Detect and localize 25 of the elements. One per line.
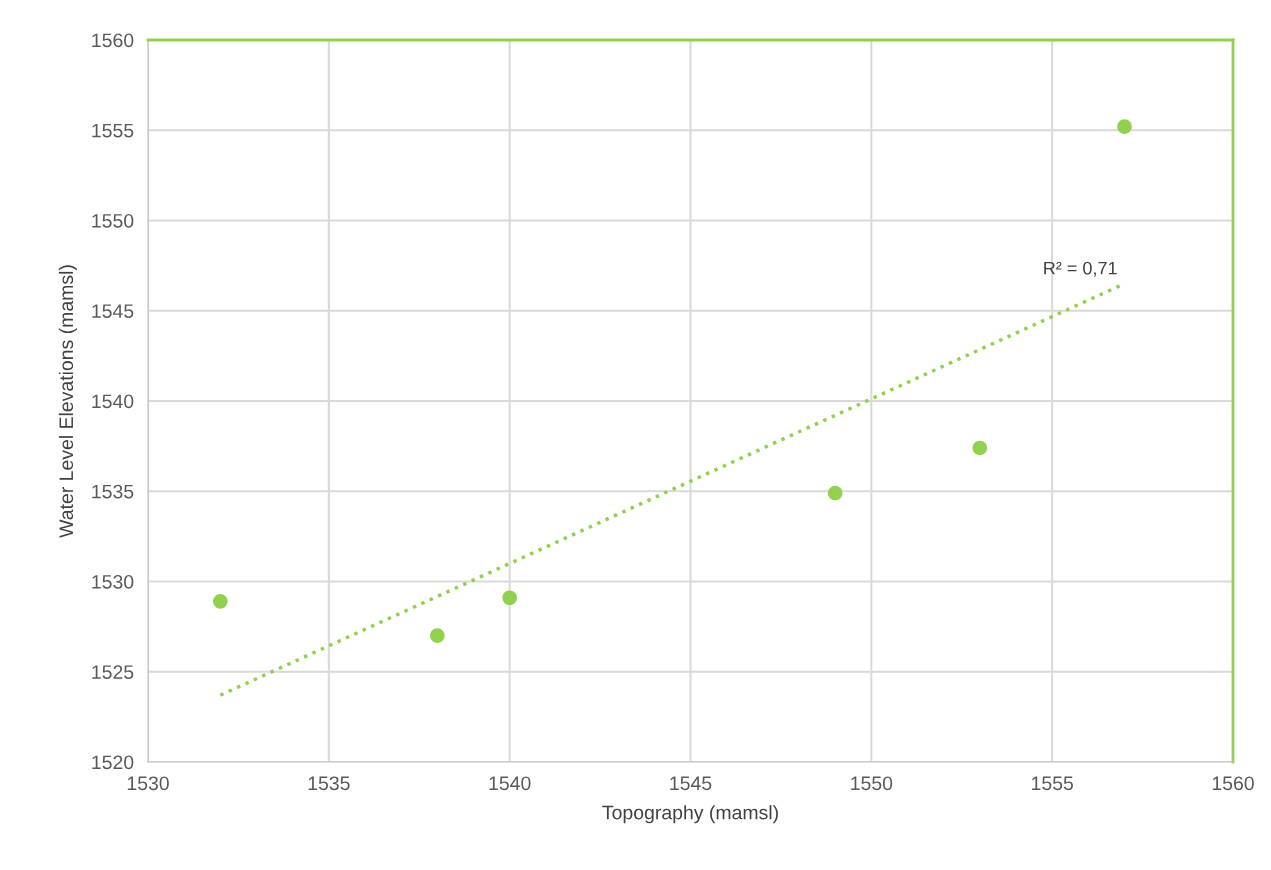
point [213, 594, 228, 609]
point [972, 440, 988, 456]
point [1117, 119, 1132, 134]
x-tick-label: 1545 [670, 776, 712, 791]
y-axis-title: Water Level Elevations (mamsl) [58, 265, 77, 538]
y-tick-label: 1550 [92, 213, 134, 228]
x-axis-title: Topography (mamsl) [602, 805, 778, 824]
x-tick-label: 1530 [127, 776, 169, 791]
x-tick-label: 1560 [1212, 776, 1254, 791]
annotation: R² = 0,71 [1044, 261, 1117, 277]
point [502, 590, 517, 606]
y-tick-label: 1530 [92, 574, 134, 589]
y-tick-label: 1545 [92, 304, 134, 318]
y-tick-label: 1525 [92, 665, 134, 679]
y-tick-label: 1540 [92, 394, 134, 409]
x-tick-label: 1550 [851, 776, 893, 791]
point [827, 485, 843, 501]
y-tick-label: 1560 [92, 33, 134, 48]
x-tick-label: 1535 [308, 776, 350, 791]
y-tick-label: 1520 [92, 755, 134, 770]
y-tick-label: 1535 [92, 484, 134, 499]
y-tick-label: 1555 [92, 123, 134, 138]
x-tick-label: 1540 [489, 776, 531, 791]
x-tick-label: 1555 [1032, 776, 1073, 791]
point [430, 628, 445, 643]
